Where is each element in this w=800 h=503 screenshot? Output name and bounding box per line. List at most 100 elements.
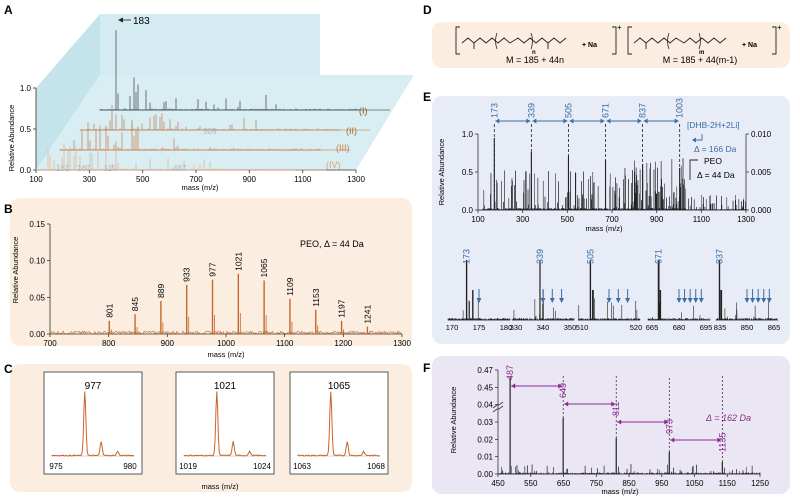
- panel-e-y-tick-label: 0.5: [462, 168, 474, 177]
- panel-f-x-label: mass (m/z): [601, 487, 639, 496]
- panel-e-spacing-arrowhead: [526, 118, 531, 124]
- panel-e-right-y-tick-label: 0.000: [751, 206, 772, 215]
- panel-b-x-tick-label: 800: [102, 339, 116, 348]
- panel-e-zoom-tick-label: 350: [564, 323, 577, 332]
- panel-e-zoom-tick-label: 865: [768, 323, 781, 332]
- panel-f-y-tick-label: 0.00: [477, 470, 493, 479]
- panel-c-inset-trace: [297, 391, 381, 457]
- panel-a-y-tick-label: 0.0: [20, 166, 32, 175]
- panel-e-x-tick-label: 300: [516, 215, 530, 224]
- panel-b-peak-label: 1065: [259, 258, 269, 277]
- panel-e-zoom-arrowhead: [549, 298, 555, 303]
- structure-2-bracket-left: [627, 26, 632, 55]
- panel-e-zoom-tick-label: 175: [473, 323, 486, 332]
- panel-f-spacing-arrowhead: [511, 383, 516, 389]
- panel-f-spacing-arrowhead: [611, 401, 616, 407]
- panel-e-spacing-arrowhead: [600, 118, 605, 124]
- panel-b-peak-label: 889: [156, 284, 166, 298]
- panel-e-spacing-arrowhead: [495, 118, 500, 124]
- structure-2-bracket-right: [772, 26, 777, 55]
- panel-f-spacing-arrowhead: [670, 437, 675, 443]
- panel-f-x-tick-label: 750: [590, 479, 604, 488]
- panel-a-x-tick-label: 100: [29, 175, 43, 184]
- panel-f-y-label: Relative Abundance: [449, 387, 458, 454]
- panel-e-zoom-arrowhead: [615, 298, 621, 303]
- panel-a-floor: [36, 75, 414, 170]
- panel-a-low-label-161: 161: [56, 164, 70, 173]
- structure-1-skeleton: [461, 37, 567, 44]
- panel-e-y-label: Relative Abundance: [437, 139, 446, 206]
- panel-e-zoom-tick-label: 340: [537, 323, 550, 332]
- panel-e-dhb-label: 671: [601, 103, 611, 118]
- panel-e-spacing-arrowhead: [532, 118, 537, 124]
- panel-e-background: [432, 96, 790, 344]
- panel-b-peak-label: 1109: [285, 277, 295, 296]
- panel-e-peo-hook: [689, 159, 698, 180]
- panel-a-peak-arrowhead: [118, 17, 123, 23]
- panel-c-insets: mass (m/z) 977 975 980 1021 1019 1024 1065 1063…: [43, 371, 389, 491]
- panel-e-zoom-arrowhead: [559, 298, 565, 303]
- panel-f-axis-break: [492, 401, 504, 413]
- panel-f-x-tick-label: 550: [524, 479, 538, 488]
- panel-f-spacing-arrowhead: [558, 383, 563, 389]
- panel-f-spacing-arrowhead: [664, 419, 669, 425]
- panel-e-annotation-peo: PEO: [704, 156, 722, 166]
- panel-c-inset-tick-label: 980: [123, 462, 137, 471]
- panel-a-y-label: Relative Abundance: [7, 105, 16, 172]
- panel-e-zoom-label: 173: [462, 249, 472, 264]
- structure-1-bracket-right: [612, 26, 617, 55]
- panel-e-trace: [478, 158, 747, 211]
- panel-e-annotation-dhb-delta: Δ = 166 Da: [694, 144, 737, 154]
- panel-e-zoom-label: 671: [654, 249, 664, 264]
- panel-e-zoom-arrowhead: [625, 298, 631, 303]
- panel-e-spacing-arrowhead: [606, 118, 611, 124]
- panel-c-inset-tick-label: 1068: [367, 462, 385, 471]
- panel-e-zoom-label: 837: [715, 249, 725, 264]
- panel-letter-d: D: [423, 3, 432, 17]
- panel-b-x-tick-label: 900: [161, 339, 175, 348]
- panel-a-low-label-167: 167: [77, 164, 91, 173]
- panel-e-zoom-arrowhead: [750, 298, 756, 303]
- panel-e-x-tick-label: 500: [561, 215, 575, 224]
- panel-a-x-tick-label: 700: [189, 175, 203, 184]
- panel-e-zoom-arrowhead: [476, 298, 482, 303]
- panel-e-x-tick-label: 900: [650, 215, 664, 224]
- panel-f-peak-label: 811: [611, 402, 621, 416]
- panel-a-back-wall: [100, 14, 320, 75]
- panel-e-zoom-label: 339: [535, 249, 545, 264]
- panel-letter-f: F: [423, 361, 430, 375]
- panel-b-x-tick-label: 700: [43, 339, 57, 348]
- panel-f-x-tick-label: 950: [655, 479, 669, 488]
- panel-f-background: [432, 356, 790, 494]
- structure-2-na: + Na: [742, 42, 757, 49]
- panel-d-background: [432, 22, 790, 68]
- panel-b-peak-label: 977: [208, 262, 218, 276]
- panel-e-zoom-trace: [577, 260, 641, 321]
- panel-a-low-label-505: 505: [203, 127, 217, 136]
- panel-f-y-tick-label: 0.45: [477, 383, 493, 392]
- panel-c-inset-label: 1021: [214, 381, 237, 392]
- panel-letter-e: E: [423, 90, 431, 104]
- panel-e-right-y-tick-label: 0.005: [751, 168, 772, 177]
- panel-e-zoom-arrowhead: [698, 298, 704, 303]
- panel-e-zoom-arrowhead: [687, 298, 693, 303]
- panel-f-y-tick-label: 0.04: [477, 401, 493, 410]
- panel-e-annotation-dhb: [DHB-2H+2Li]: [687, 120, 740, 130]
- panel-e-spacing-arrowhead: [563, 118, 568, 124]
- panel-e-zoom-arrowhead: [761, 298, 767, 303]
- panel-e-x-tick-label: 1300: [737, 215, 755, 224]
- panel-b-peak-label: 1153: [311, 288, 321, 307]
- panel-b-y-tick-label: 0.10: [29, 257, 45, 266]
- panel-a-y-tick-label: 1.0: [20, 84, 32, 93]
- panel-e-right-y-tick-label: 0.010: [751, 130, 772, 139]
- panel-a-roman-2: (II): [346, 126, 357, 136]
- panel-c-inset-tick-label: 1063: [293, 462, 311, 471]
- panel-letter-b: B: [4, 202, 13, 216]
- panel-a-x-tick-label: 500: [136, 175, 150, 184]
- panel-f-x-tick-label: 1250: [751, 479, 769, 488]
- panel-letter-c: C: [4, 362, 13, 376]
- panel-f-peak-label: 1135: [717, 433, 727, 452]
- panel-e-zoom-tick-label: 665: [646, 323, 659, 332]
- panel-a-y-tick-label: 0.5: [20, 125, 32, 134]
